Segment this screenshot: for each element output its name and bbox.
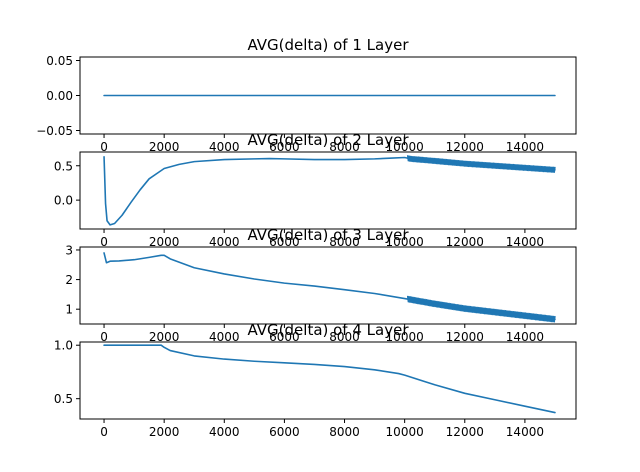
chart-title: AVG(delta) of 3 Layer bbox=[247, 226, 409, 244]
subplot-4: 0 2000 4000 6000 8000 10000 12000 14000 1.0 0.5 AV… bbox=[54, 321, 577, 439]
series-oscillation bbox=[406, 295, 556, 323]
x-tick-label: 0 bbox=[100, 330, 108, 344]
series-line bbox=[103, 344, 556, 414]
y-tick-label: 1.0 bbox=[54, 339, 73, 353]
subplot-2: 0 2000 4000 6000 8000 10000 12000 14000 0.5 0.0 AV… bbox=[54, 131, 577, 249]
chart-title: AVG(delta) of 1 Layer bbox=[247, 36, 409, 54]
x-tick-label: 6000 bbox=[269, 140, 300, 154]
x-tick-label: 8000 bbox=[329, 425, 360, 439]
x-tick-label: 10000 bbox=[386, 140, 424, 154]
y-tick-label: −0.05 bbox=[36, 124, 73, 138]
subplot-1: 0 2000 4000 6000 8000 10000 12000 14000 0.05 0.00… bbox=[36, 36, 577, 154]
x-tick-label: 10000 bbox=[386, 425, 424, 439]
x-tick-label: 14000 bbox=[506, 140, 544, 154]
y-tick-label: 0.5 bbox=[54, 392, 73, 406]
x-tick-label: 12000 bbox=[446, 330, 484, 344]
x-tick-label: 8000 bbox=[329, 235, 360, 249]
x-tick-label: 0 bbox=[100, 140, 108, 154]
x-tick-label: 10000 bbox=[386, 235, 424, 249]
x-tick-label: 2000 bbox=[149, 140, 180, 154]
x-tick-label: 14000 bbox=[506, 425, 544, 439]
x-tick-label: 12000 bbox=[446, 425, 484, 439]
x-tick-label: 6000 bbox=[269, 330, 300, 344]
x-tick-label: 14000 bbox=[506, 330, 544, 344]
x-tick-label: 2000 bbox=[149, 330, 180, 344]
y-tick-label: 1 bbox=[65, 303, 73, 317]
x-tick-label: 12000 bbox=[446, 235, 484, 249]
axes-frame bbox=[79, 151, 577, 230]
y-tick-label: 0.5 bbox=[54, 159, 73, 173]
x-tick-label: 4000 bbox=[209, 425, 240, 439]
x-tick-label: 2000 bbox=[149, 235, 180, 249]
chart-title: AVG(delta) of 4 Layer bbox=[247, 321, 409, 339]
axes-frame bbox=[79, 341, 577, 420]
x-tick-label: 6000 bbox=[269, 425, 300, 439]
y-tick-label: 0.05 bbox=[46, 54, 73, 68]
x-tick-label: 0 bbox=[100, 235, 108, 249]
x-tick-label: 2000 bbox=[149, 425, 180, 439]
chart-title: AVG(delta) of 2 Layer bbox=[247, 131, 409, 149]
x-tick-label: 0 bbox=[100, 425, 108, 439]
x-tick-label: 4000 bbox=[209, 330, 240, 344]
x-tick-label: 4000 bbox=[209, 235, 240, 249]
x-tick-label: 10000 bbox=[386, 330, 424, 344]
x-tick-label: 14000 bbox=[506, 235, 544, 249]
y-tick-label: 0.0 bbox=[54, 194, 73, 208]
x-tick-label: 6000 bbox=[269, 235, 300, 249]
series-oscillation bbox=[406, 155, 556, 173]
x-tick-label: 8000 bbox=[329, 330, 360, 344]
axes-frame bbox=[79, 246, 577, 325]
subplot-3: 0 2000 4000 6000 8000 10000 12000 14000 3 2 1 AVG(d… bbox=[65, 226, 577, 344]
y-tick-label: 2 bbox=[65, 273, 73, 287]
x-tick-label: 8000 bbox=[329, 140, 360, 154]
y-tick-label: 3 bbox=[65, 243, 73, 257]
y-tick-label: 0.00 bbox=[46, 89, 73, 103]
x-tick-label: 12000 bbox=[446, 140, 484, 154]
x-tick-label: 4000 bbox=[209, 140, 240, 154]
